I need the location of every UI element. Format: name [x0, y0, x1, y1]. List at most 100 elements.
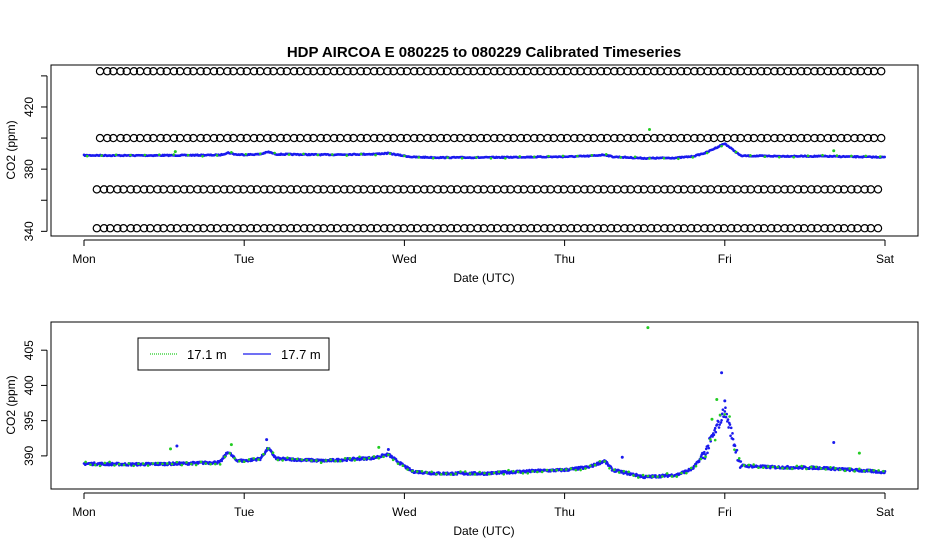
top-data-point-17-1m [143, 153, 147, 157]
calibration-point [369, 67, 379, 76]
data-point-17-1m [339, 459, 342, 463]
data-point-17-1m [300, 458, 304, 461]
data-point-17-7m [727, 426, 730, 429]
bottom-x-tick-label: Mon [72, 505, 95, 519]
calibration-point [636, 67, 646, 76]
data-point-17-1m [89, 463, 92, 466]
data-point-17-1m [795, 464, 799, 468]
data-point-17-1m [473, 473, 477, 476]
calibration-point [329, 133, 339, 143]
calibration-point [540, 224, 549, 233]
top-data-point-17-1m [172, 153, 176, 156]
calibration-point [606, 185, 616, 194]
data-point-17-1m [463, 470, 467, 473]
calibration-point [850, 67, 859, 76]
calibration-point [463, 67, 472, 76]
calibration-point [286, 185, 296, 194]
calibration-point [313, 224, 322, 233]
calibration-point [95, 133, 105, 143]
bottom-x-tick-label: Thu [554, 505, 575, 519]
data-point-17-1m [689, 466, 693, 470]
data-point-17-1m [454, 472, 457, 475]
top-data-point-17-1m [244, 152, 248, 156]
calibration-point [623, 67, 632, 76]
data-point-17-1m [512, 469, 515, 473]
data-point-17-7m [715, 423, 719, 426]
data-point-17-1m [382, 455, 385, 459]
calibration-point [219, 224, 229, 233]
top-data-point-17-1m [633, 155, 637, 159]
data-point-17-1m [781, 466, 784, 470]
data-point-17-1m [257, 458, 260, 461]
top-data-point-17-1m [864, 154, 868, 158]
calibration-point [503, 133, 512, 143]
calibration-point [783, 67, 793, 76]
data-point-17-7m [733, 444, 737, 448]
data-point-17-1m [122, 463, 126, 467]
calibration-point [246, 185, 256, 194]
calibration-point [393, 224, 402, 233]
data-point-17-1m [550, 468, 554, 472]
bottom-x-tick-label: Sat [876, 505, 895, 519]
calibration-point [566, 185, 576, 194]
top-data-point-17-1m [763, 155, 767, 159]
top-data-point-17-1m [734, 150, 738, 154]
calibration-point [103, 133, 112, 143]
calibration-point [540, 185, 549, 194]
calibration-point [116, 67, 125, 76]
data-point-17-1m [194, 463, 198, 467]
data-point-17-1m [699, 457, 703, 461]
calibration-point [193, 185, 202, 194]
data-point-17-1m [728, 415, 731, 418]
calibration-point [219, 185, 229, 194]
data-point-17-7m [735, 448, 739, 452]
top-data-point-17-1m [604, 153, 608, 156]
calibration-point [409, 133, 419, 143]
spike-point [832, 440, 836, 444]
data-point-17-1m [113, 464, 116, 467]
calibration-point [383, 67, 392, 76]
top-data-point-17-1m [777, 155, 781, 159]
data-point-17-1m [834, 467, 837, 470]
data-point-17-7m [720, 418, 723, 422]
data-point-17-1m [685, 471, 688, 475]
calibration-point [780, 185, 789, 194]
calibration-point [329, 67, 339, 76]
data-point-17-1m [151, 462, 155, 465]
data-point-17-1m [310, 459, 313, 462]
calibration-point [526, 224, 536, 233]
data-point-17-1m [276, 458, 280, 462]
data-point-17-1m [569, 467, 573, 470]
calibration-point [713, 224, 723, 233]
calibration-point [273, 185, 282, 194]
calibration-point [486, 185, 496, 194]
data-point-17-1m [636, 476, 640, 479]
spike-point [620, 455, 624, 459]
calibration-point [810, 133, 819, 143]
calibration-point [836, 133, 846, 143]
data-point-17-1m [564, 468, 568, 471]
data-point-17-1m [103, 461, 107, 465]
calibration-point [633, 224, 643, 233]
data-point-17-1m [882, 469, 885, 473]
data-point-17-1m [175, 460, 179, 464]
data-point-17-7m [712, 433, 716, 437]
calibration-point [473, 224, 482, 233]
calibration-point [530, 133, 539, 143]
calibration-point [129, 133, 139, 143]
top-data-point-17-1m [114, 153, 118, 157]
data-point-17-1m [185, 461, 188, 464]
top-data-point-17-1m [186, 153, 190, 157]
data-point-17-1m [190, 462, 193, 466]
calibration-point [583, 67, 592, 76]
data-point-17-1m [170, 462, 174, 466]
calibration-point [593, 224, 602, 233]
top-y-tick-label: 340 [22, 221, 36, 241]
data-point-17-7m [719, 421, 723, 424]
top-axes: Mon Tue Wed Thu Fri Sat 340 380 420 [22, 75, 895, 266]
data-point-17-1m [675, 475, 679, 478]
data-point-17-1m [872, 469, 876, 472]
data-point-17-1m [651, 475, 655, 478]
calibration-point [353, 224, 362, 233]
data-point-17-1m [204, 462, 208, 465]
